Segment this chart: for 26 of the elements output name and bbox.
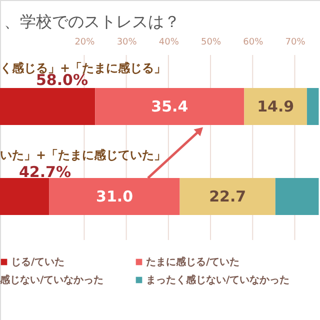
bar (0, 178, 50, 215)
bar (180, 178, 276, 215)
annotation: く感じる」+「たまに感じる」 (0, 61, 166, 75)
x-tick-label: 60% (243, 38, 264, 48)
legend-label: じる/ていた (11, 257, 65, 268)
bar (275, 178, 319, 215)
text: 感じない/ていなかった (0, 274, 104, 286)
chart-title: 、学校でのストレスは？ (4, 12, 180, 31)
x-tick-label: 70% (285, 38, 306, 48)
annotation: 42.7% (18, 163, 72, 181)
x-tick-label: 40% (158, 38, 180, 48)
bar (306, 88, 319, 125)
data-label: 31.0 (96, 188, 134, 206)
x-tick-label: 30% (116, 38, 138, 48)
data-label: 14.9 (257, 98, 294, 116)
data-label: 35.4 (151, 98, 188, 116)
x-tick-label: 20% (74, 38, 96, 48)
bar (95, 88, 244, 125)
bar (244, 88, 307, 125)
legend-label: まったく感じない/ていなかった (146, 274, 290, 286)
data-label: 22.7 (209, 188, 246, 206)
annotation: いた」+「たまに感じていた」 (0, 148, 166, 162)
bar (0, 88, 96, 125)
legend-label: たまに感じる/ていた (146, 256, 240, 268)
bar (49, 178, 180, 215)
x-tick-label: 50% (201, 38, 222, 48)
